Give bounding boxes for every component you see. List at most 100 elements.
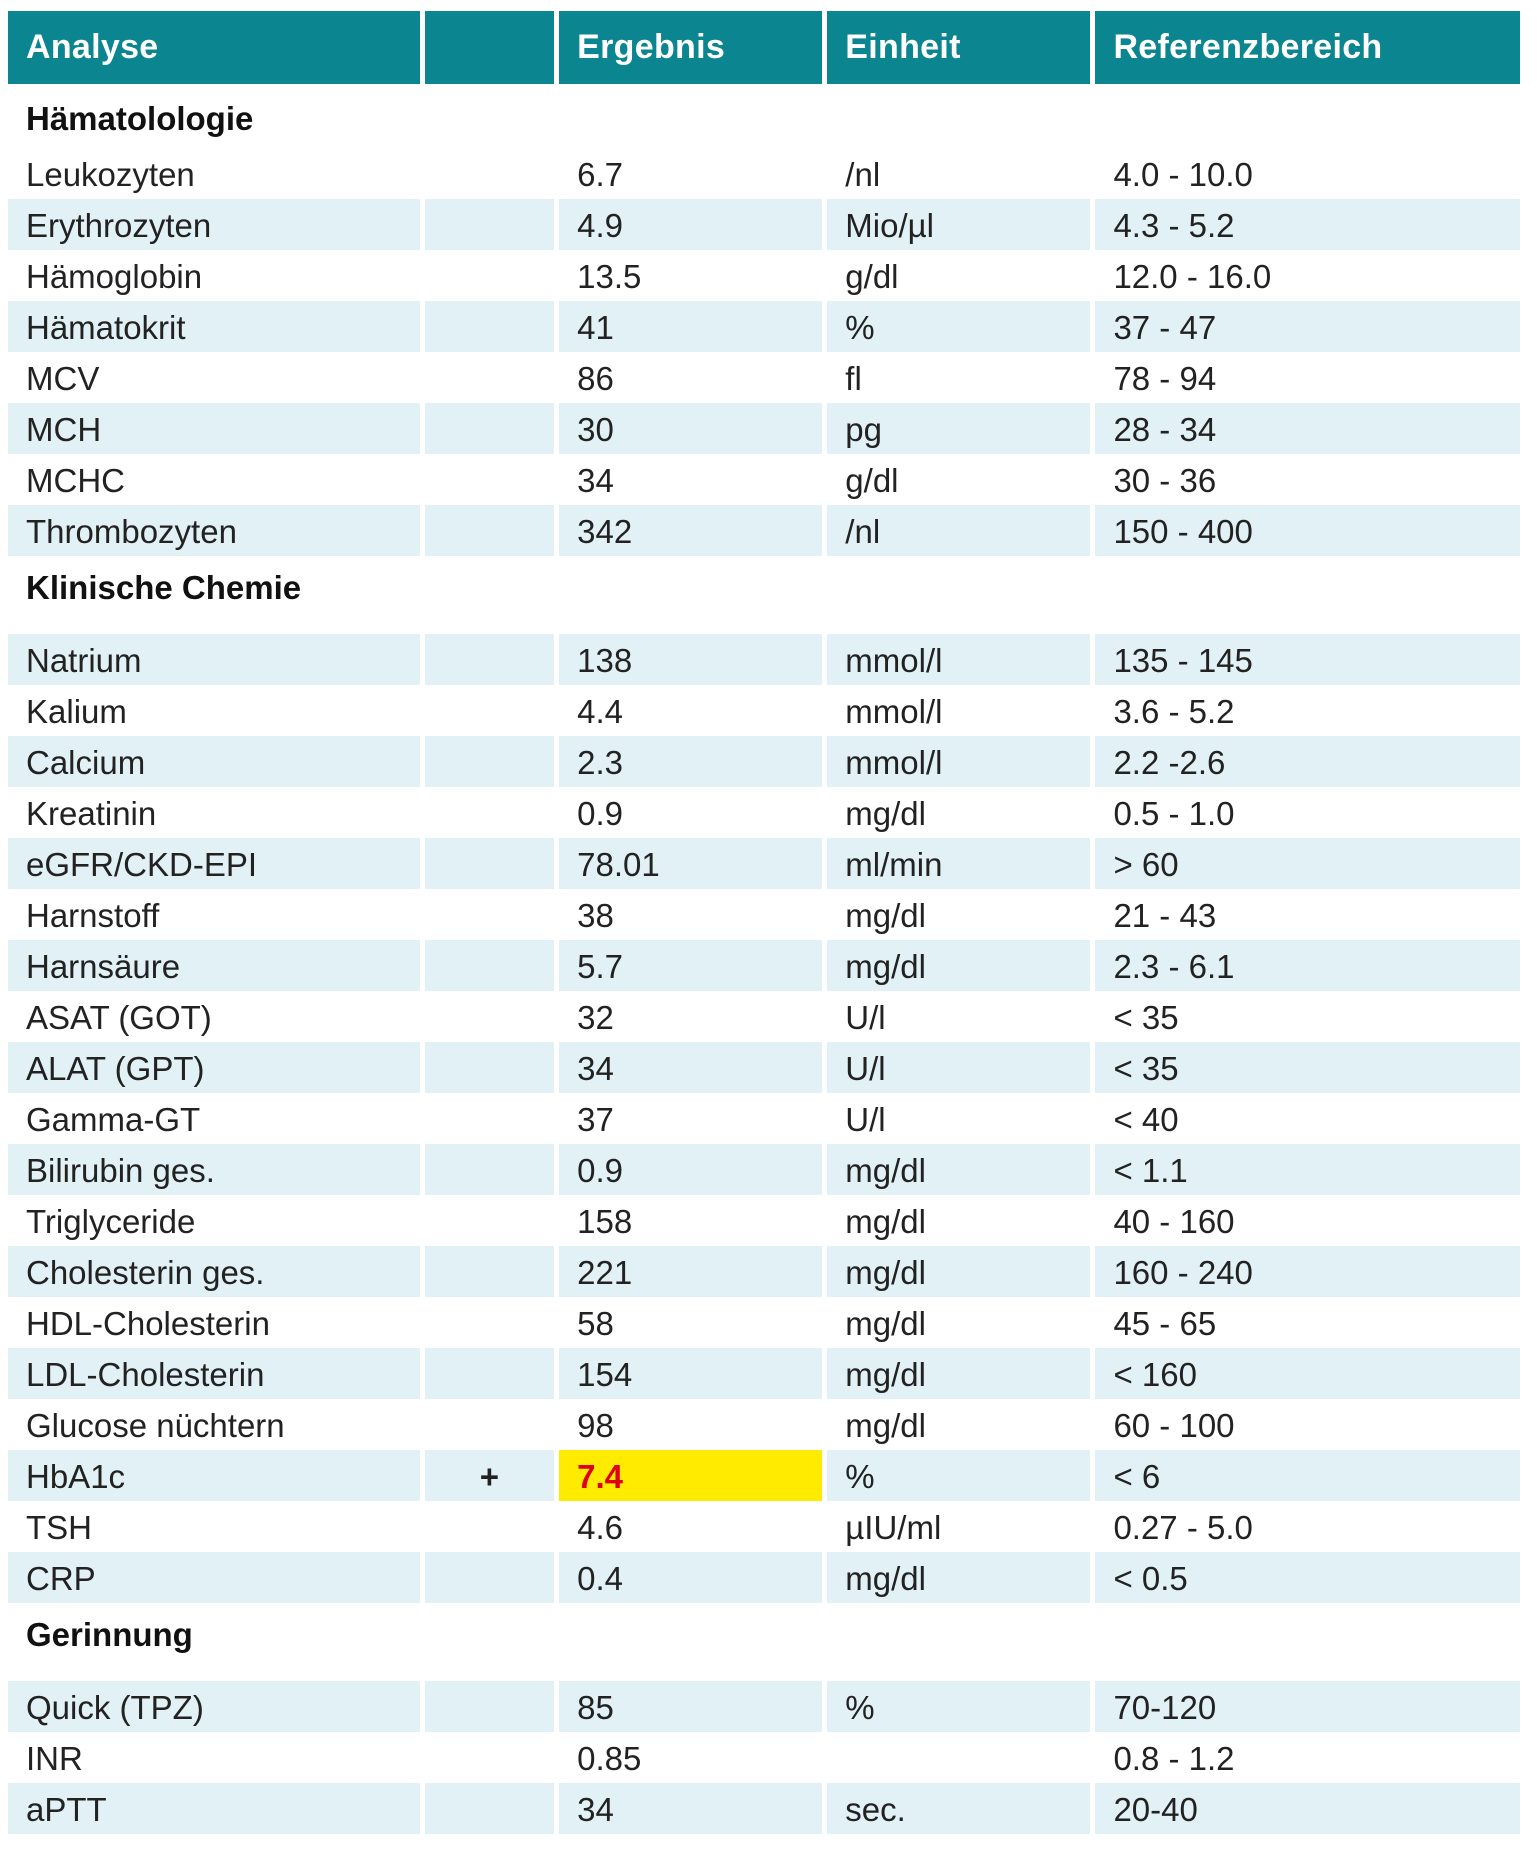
section-heading-gerinnung: Gerinnung [8, 1603, 1520, 1681]
ergebnis-cell: 221 [559, 1246, 823, 1297]
table-row: ALAT (GPT) 34 U/l < 35 [8, 1042, 1520, 1093]
ergebnis-cell: 4.6 [577, 1508, 624, 1546]
referenz-cell: 2.2 -2.6 [1095, 736, 1520, 787]
flag-cell [424, 1552, 555, 1603]
ergebnis-cell: 34 [559, 1042, 823, 1093]
einheit-cell: Mio/µl [827, 199, 1091, 250]
ergebnis-cell: 78.01 [559, 838, 823, 889]
referenz-cell: 70-120 [1095, 1681, 1520, 1732]
referenz-cell: 78 - 94 [1113, 359, 1217, 397]
flag-cell [425, 1093, 555, 1144]
table-row: Glucose nüchtern 98 mg/dl 60 - 100 [8, 1399, 1520, 1450]
analyse-cell: LDL-Cholesterin [8, 1348, 420, 1399]
einheit-cell: pg [827, 403, 1091, 454]
analyse-cell: Harnstoff [26, 896, 160, 934]
ergebnis-cell: 6.7 [577, 155, 624, 193]
table-row: TSH 4.6 µIU/ml 0.27 - 5.0 [8, 1501, 1520, 1552]
ergebnis-cell: 30 [559, 403, 823, 454]
referenz-cell: 40 - 160 [1113, 1202, 1235, 1240]
flag-cell [425, 1399, 555, 1450]
analyse-cell: Quick (TPZ) [8, 1681, 420, 1732]
einheit-cell: % [827, 1681, 1091, 1732]
referenz-cell: < 0.5 [1095, 1552, 1520, 1603]
table-row: eGFR/CKD-EPI 78.01 ml/min > 60 [8, 838, 1520, 889]
header-einheit: Einheit [827, 11, 1091, 84]
analyse-cell: MCH [8, 403, 420, 454]
table-row: MCHC 34 g/dl 30 - 36 [8, 454, 1520, 505]
einheit-cell: µIU/ml [845, 1508, 942, 1546]
referenz-cell: 12.0 - 16.0 [1113, 257, 1272, 295]
einheit-cell: ml/min [827, 838, 1091, 889]
analyse-cell: Gamma-GT [26, 1100, 201, 1138]
section-title: Klinische Chemie [26, 569, 302, 606]
table-row: Thrombozyten 342 /nl 150 - 400 [8, 505, 1520, 556]
ergebnis-cell: 0.4 [559, 1552, 823, 1603]
table-row: MCH 30 pg 28 - 34 [8, 403, 1520, 454]
section-title: Gerinnung [26, 1616, 193, 1653]
table-row: Erythrozyten 4.9 Mio/µl 4.3 - 5.2 [8, 199, 1520, 250]
flag-cell [424, 838, 555, 889]
referenz-cell: 160 - 240 [1095, 1246, 1520, 1297]
ergebnis-cell: 38 [577, 896, 614, 934]
flag-cell [425, 250, 555, 301]
analyse-cell: eGFR/CKD-EPI [8, 838, 420, 889]
einheit-cell: mg/dl [827, 1144, 1091, 1195]
table-row: LDL-Cholesterin 154 mg/dl < 160 [8, 1348, 1520, 1399]
referenz-cell: 2.3 - 6.1 [1095, 940, 1520, 991]
analyse-cell: Harnsäure [8, 940, 420, 991]
referenz-cell: < 6 [1095, 1450, 1520, 1501]
flag-cell [425, 787, 555, 838]
flag-cell [424, 736, 555, 787]
einheit-cell: U/l [845, 1100, 886, 1138]
table-row: INR 0.85 0.8 - 1.2 [8, 1732, 1520, 1783]
section-heading-haematologie: Hämatolologie [8, 84, 1520, 148]
analyse-cell: ALAT (GPT) [8, 1042, 420, 1093]
table-header: Analyse Ergebnis Einheit Referenzbereich [8, 11, 1520, 84]
referenz-cell: 135 - 145 [1095, 634, 1520, 685]
referenz-cell: 150 - 400 [1095, 505, 1520, 556]
analyse-cell: TSH [26, 1508, 92, 1546]
ergebnis-cell: 41 [559, 301, 823, 352]
flag-cell [425, 1195, 555, 1246]
table-row: Kreatinin 0.9 mg/dl 0.5 - 1.0 [8, 787, 1520, 838]
referenz-cell: < 35 [1113, 998, 1179, 1036]
einheit-cell: mg/dl [827, 1552, 1091, 1603]
ergebnis-cell: 0.9 [577, 794, 624, 832]
header-referenzbereich: Referenzbereich [1095, 11, 1520, 84]
table-row: Gamma-GT 37 U/l < 40 [8, 1093, 1520, 1144]
table-row: Natrium 138 mmol/l 135 - 145 [8, 634, 1520, 685]
header-analyse: Analyse [8, 11, 420, 84]
einheit-cell: /nl [827, 505, 1091, 556]
table-row-abnormal: HbA1c + 7.4 % < 6 [8, 1450, 1520, 1501]
analyse-cell: CRP [8, 1552, 420, 1603]
referenz-cell: < 40 [1113, 1100, 1179, 1138]
referenz-cell: 0.8 - 1.2 [1113, 1739, 1235, 1777]
table-row: HDL-Cholesterin 58 mg/dl 45 - 65 [8, 1297, 1520, 1348]
einheit-cell: U/l [845, 998, 886, 1036]
einheit-cell: sec. [827, 1783, 1091, 1834]
analyse-cell: MCHC [26, 461, 125, 499]
section-heading-klinische-chemie: Klinische Chemie [8, 556, 1520, 634]
flag-cell [424, 940, 555, 991]
flag-cell [424, 1246, 555, 1297]
analyse-cell: Erythrozyten [8, 199, 420, 250]
einheit-cell: % [827, 1450, 1091, 1501]
flag-cell [424, 1042, 555, 1093]
analyse-cell: Kreatinin [26, 794, 157, 832]
section-title: Hämatolologie [26, 100, 254, 137]
einheit-cell: mg/dl [827, 1348, 1091, 1399]
ergebnis-cell-abnormal: 7.4 [559, 1450, 823, 1501]
table-row: ASAT (GOT) 32 U/l < 35 [8, 991, 1520, 1042]
ergebnis-cell: 37 [577, 1100, 614, 1138]
ergebnis-cell: 342 [559, 505, 823, 556]
analyse-cell: Hämatokrit [8, 301, 420, 352]
flag-cell [425, 685, 555, 736]
referenz-cell: < 35 [1095, 1042, 1520, 1093]
header-flag [424, 11, 555, 84]
flag-cell [424, 1144, 555, 1195]
referenz-cell: 45 - 65 [1113, 1304, 1217, 1342]
flag-cell [424, 403, 555, 454]
ergebnis-cell: 4.4 [577, 692, 624, 730]
table-row: Cholesterin ges. 221 mg/dl 160 - 240 [8, 1246, 1520, 1297]
ergebnis-cell: 85 [559, 1681, 823, 1732]
